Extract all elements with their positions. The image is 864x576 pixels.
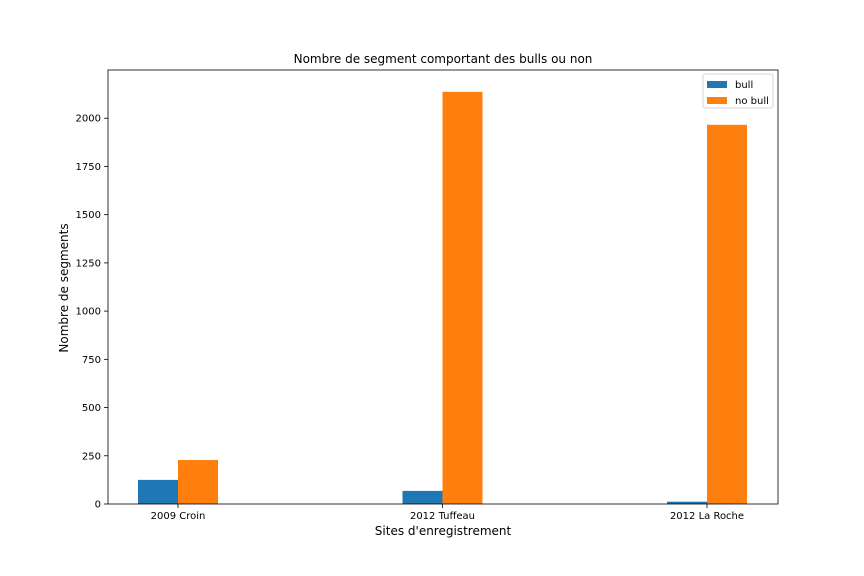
y-axis: 0 250 500 750 1000 1250 1500 1750 2000 (76, 114, 108, 511)
legend-entry-0: bull (735, 80, 753, 91)
x-tick-label: 2012 Tuffeau (410, 511, 475, 522)
y-tick-label: 750 (82, 355, 101, 366)
x-axis: 2009 Croin 2012 Tuffeau 2012 La Roche (151, 504, 744, 522)
y-axis-label: Nombre de segments (57, 223, 71, 352)
chart-title: Nombre de segment comportant des bulls o… (294, 52, 593, 66)
y-tick-label: 500 (82, 403, 101, 414)
y-tick-label: 0 (95, 500, 101, 511)
bar-no-bull-0 (178, 460, 218, 504)
y-tick-label: 1750 (76, 162, 101, 173)
bar-bull-1 (402, 490, 443, 504)
legend-swatch-1 (707, 97, 727, 104)
x-axis-label: Sites d'enregistrement (375, 524, 512, 538)
legend-swatch-0 (707, 81, 727, 88)
bars-group (138, 91, 747, 504)
y-tick-label: 1250 (76, 258, 101, 269)
x-tick-label: 2009 Croin (151, 511, 206, 522)
legend-entry-1: no bull (735, 96, 769, 107)
bar-no-bull-2 (707, 124, 747, 504)
plot-frame (107, 69, 779, 505)
bar-bull-0 (138, 479, 178, 504)
x-tick-label: 2012 La Roche (670, 511, 744, 522)
bar-bull-2 (667, 501, 707, 504)
y-tick-label: 250 (82, 451, 101, 462)
y-tick-label: 1000 (76, 307, 101, 318)
y-tick-label: 2000 (76, 114, 101, 125)
bar-no-bull-1 (442, 91, 483, 504)
y-tick-label: 1500 (76, 210, 101, 221)
legend: bull no bull (702, 73, 774, 109)
